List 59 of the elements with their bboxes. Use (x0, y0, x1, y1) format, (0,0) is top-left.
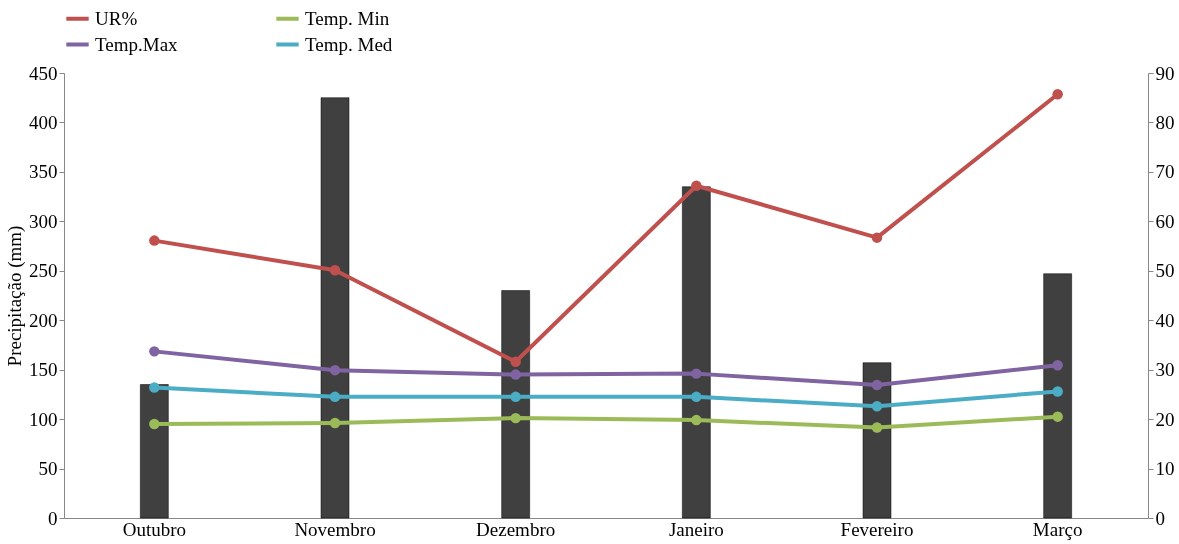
y2-tick-label: 70 (1155, 161, 1175, 183)
y-tick-label: 450 (29, 62, 58, 84)
y-tick-label: 400 (29, 111, 58, 133)
point (871, 401, 883, 412)
y2-tick-label: 30 (1155, 359, 1175, 381)
y-tick-label: 350 (29, 161, 58, 183)
x-tick-label: Fevereiro (840, 518, 914, 540)
y-axis-title: Precipitação (mm) (4, 225, 26, 367)
y-tick-label: 200 (29, 309, 58, 331)
point (691, 414, 702, 426)
y2-tick-label: 60 (1155, 210, 1175, 232)
y2-tick-label: 10 (1155, 458, 1175, 480)
y-tick-label: 100 (29, 408, 58, 430)
point (329, 265, 341, 276)
x-tick-label: Dezembro (476, 518, 556, 540)
point (691, 180, 702, 191)
point (871, 379, 883, 391)
x-tick-label: Janeiro (668, 518, 724, 540)
y-tick-label: 300 (29, 210, 58, 232)
point (871, 232, 883, 243)
point (149, 418, 160, 430)
bar (1043, 273, 1072, 519)
point (1052, 411, 1063, 422)
point (510, 391, 521, 403)
bar (320, 97, 350, 519)
point (871, 422, 883, 433)
point (1052, 386, 1063, 397)
y-tick-label: 150 (29, 359, 58, 381)
point (691, 391, 702, 403)
legend-label: Temp. Min (305, 7, 390, 29)
point (329, 391, 341, 403)
x-tick-label: Novembro (294, 518, 376, 540)
legend-label: Temp.Max (95, 33, 179, 55)
bar (140, 384, 169, 519)
y2-tick-label: 20 (1155, 408, 1175, 430)
point (149, 382, 160, 393)
point (329, 364, 341, 376)
point (1052, 359, 1063, 371)
y2-tick-label: 80 (1155, 111, 1175, 133)
y2-tick-label: 50 (1155, 260, 1175, 282)
point (510, 412, 521, 424)
legend-label: Temp. Med (305, 33, 393, 55)
y2-tick-label: 90 (1155, 62, 1175, 84)
point (510, 369, 521, 380)
point (149, 346, 160, 357)
point (329, 417, 341, 429)
y2-tick-label: 0 (1155, 507, 1165, 529)
y-tick-label: 50 (38, 458, 58, 480)
point (510, 356, 521, 367)
x-tick-label: Outubro (122, 518, 186, 540)
bar (682, 186, 711, 519)
y2-tick-label: 40 (1155, 309, 1175, 331)
x-tick-label: Março (1032, 518, 1083, 540)
point (691, 368, 702, 379)
y-tick-label: 0 (48, 507, 58, 529)
legend-label: UR% (95, 7, 138, 29)
y-tick-label: 250 (29, 260, 58, 282)
point (149, 235, 160, 246)
point (1052, 89, 1063, 100)
